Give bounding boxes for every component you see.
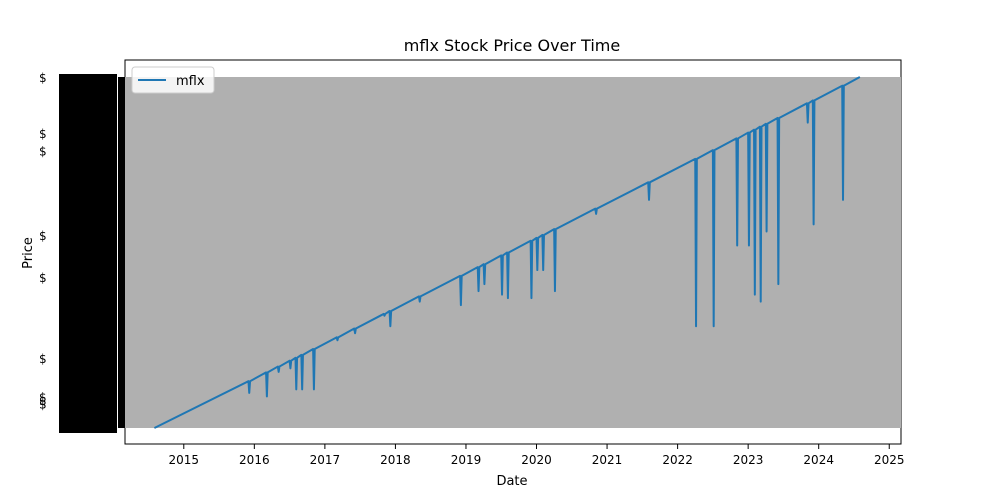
x-tick-label: 2019 [451, 453, 482, 467]
x-tick-label: 2021 [592, 453, 623, 467]
y-axis-label: Price [21, 237, 36, 269]
y-tick-label: $ [39, 71, 47, 85]
y-tick-label: $ [39, 394, 47, 408]
y-tick-marks [118, 77, 125, 428]
y-tick-label: $ [39, 390, 47, 404]
series-line-mflx [153, 76, 861, 429]
y-tick-label: $ [39, 352, 47, 366]
series-layer [153, 76, 861, 429]
x-tick-label: 2017 [310, 453, 341, 467]
legend-box [131, 66, 215, 94]
y-tick-label: $ [39, 229, 47, 243]
y-tick-label: $ [39, 397, 47, 411]
legend-label-mflx: mflx [176, 74, 205, 89]
x-tick-label: 2015 [169, 453, 200, 467]
x-tick-label: 2018 [380, 453, 411, 467]
x-tick-label: 2023 [733, 453, 764, 467]
x-tick-label: 2025 [874, 453, 905, 467]
legend: mflx [131, 66, 215, 94]
y-tick-label: $ [39, 127, 47, 141]
x-tick-label: 2022 [662, 453, 693, 467]
x-tick-label: 2016 [239, 453, 270, 467]
y-tick-label-mass [59, 74, 117, 433]
y-axis-tick-labels: $$$$$$$$$ [39, 71, 125, 433]
x-axis-label: Date [496, 474, 527, 489]
chart-title: mflx Stock Price Over Time [404, 36, 620, 55]
y-tick-label: $ [39, 145, 47, 159]
x-axis: 2015 2016 2017 2018 2019 2020 2021 2022 2023 2024… [169, 444, 905, 467]
x-tick-label: 2024 [803, 453, 834, 467]
plot-band [125, 77, 901, 428]
y-tick-label: $ [39, 271, 47, 285]
x-tick-label: 2020 [521, 453, 552, 467]
